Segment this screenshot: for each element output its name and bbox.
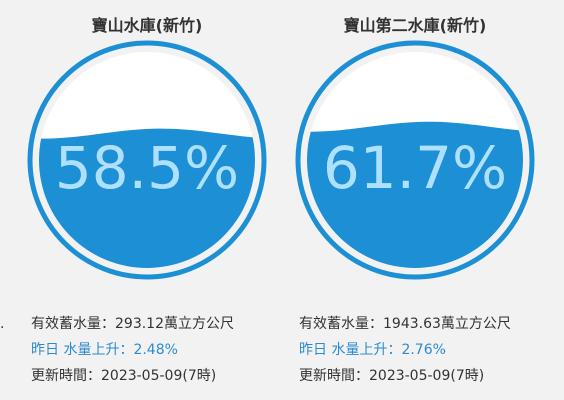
- reservoir-card-baoshan: 寶山水庫(新竹) 58.5% 58.5% 有效蓄水量：293.12萬立方公尺 昨…: [15, 0, 279, 400]
- clipped-edge-text: .: [0, 315, 4, 333]
- reservoir-title: 寶山第二水庫(新竹): [343, 16, 487, 35]
- water-fill: [39, 128, 255, 268]
- percentage-label-on-water: 61.7%: [323, 134, 507, 202]
- water-level-gauge: 61.7% 61.7%: [295, 40, 535, 280]
- daily-change-text: 昨日 水量上升：2.48%: [31, 342, 178, 358]
- update-time-text: 更新時間：2023-05-09(7時): [31, 368, 217, 384]
- gauge-svg: 58.5% 58.5%: [27, 40, 267, 280]
- effective-storage-text: 有效蓄水量：1943.63萬立方公尺: [299, 316, 511, 332]
- gauge-svg: 61.7% 61.7%: [295, 40, 535, 280]
- reservoir-card-baoshan-second: 寶山第二水庫(新竹) 61.7% 61.7% 有效蓄水量：1943.63萬立方公…: [283, 0, 547, 400]
- water-level-gauge: 58.5% 58.5%: [27, 40, 267, 280]
- percentage-label-on-water: 58.5%: [55, 134, 239, 202]
- percentage-label: 61.7%: [323, 134, 507, 202]
- gauge-outer-ring: [27, 40, 267, 280]
- gauge-outer-ring: [295, 40, 535, 280]
- percentage-label: 58.5%: [55, 134, 239, 202]
- effective-storage-text: 有效蓄水量：293.12萬立方公尺: [31, 316, 234, 332]
- water-fill: [307, 121, 523, 268]
- daily-change-text: 昨日 水量上升：2.76%: [299, 342, 446, 358]
- update-time-text: 更新時間：2023-05-09(7時): [299, 368, 485, 384]
- reservoir-title: 寶山水庫(新竹): [91, 16, 203, 35]
